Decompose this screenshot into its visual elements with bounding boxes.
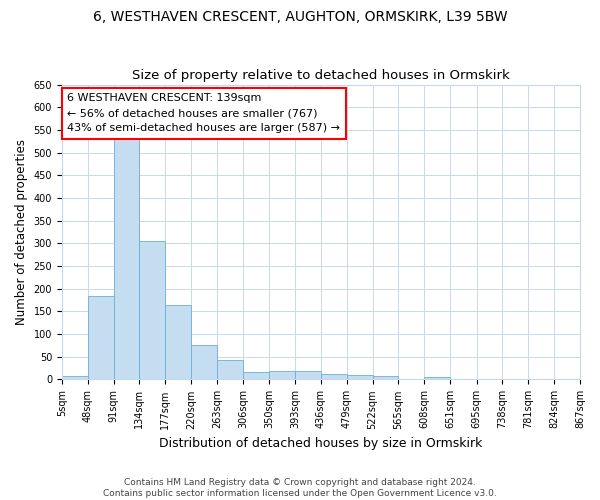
Bar	[243, 372, 269, 380]
Bar	[113, 138, 139, 380]
Title: Size of property relative to detached houses in Ormskirk: Size of property relative to detached ho…	[132, 69, 510, 82]
Bar	[554, 378, 580, 380]
Bar	[424, 376, 450, 380]
Bar	[321, 374, 347, 380]
Text: 6, WESTHAVEN CRESCENT, AUGHTON, ORMSKIRK, L39 5BW: 6, WESTHAVEN CRESCENT, AUGHTON, ORMSKIRK…	[92, 10, 508, 24]
Bar	[165, 306, 191, 380]
Bar	[62, 376, 88, 380]
X-axis label: Distribution of detached houses by size in Ormskirk: Distribution of detached houses by size …	[159, 437, 482, 450]
Bar	[502, 378, 529, 380]
Y-axis label: Number of detached properties: Number of detached properties	[15, 139, 28, 325]
Bar	[373, 376, 398, 380]
Bar	[295, 372, 321, 380]
Bar	[191, 346, 217, 380]
Bar	[139, 241, 165, 380]
Text: 6 WESTHAVEN CRESCENT: 139sqm
← 56% of detached houses are smaller (767)
43% of s: 6 WESTHAVEN CRESCENT: 139sqm ← 56% of de…	[67, 94, 340, 133]
Bar	[88, 296, 113, 380]
Bar	[217, 360, 243, 380]
Bar	[347, 375, 373, 380]
Text: Contains HM Land Registry data © Crown copyright and database right 2024.
Contai: Contains HM Land Registry data © Crown c…	[103, 478, 497, 498]
Bar	[269, 372, 295, 380]
